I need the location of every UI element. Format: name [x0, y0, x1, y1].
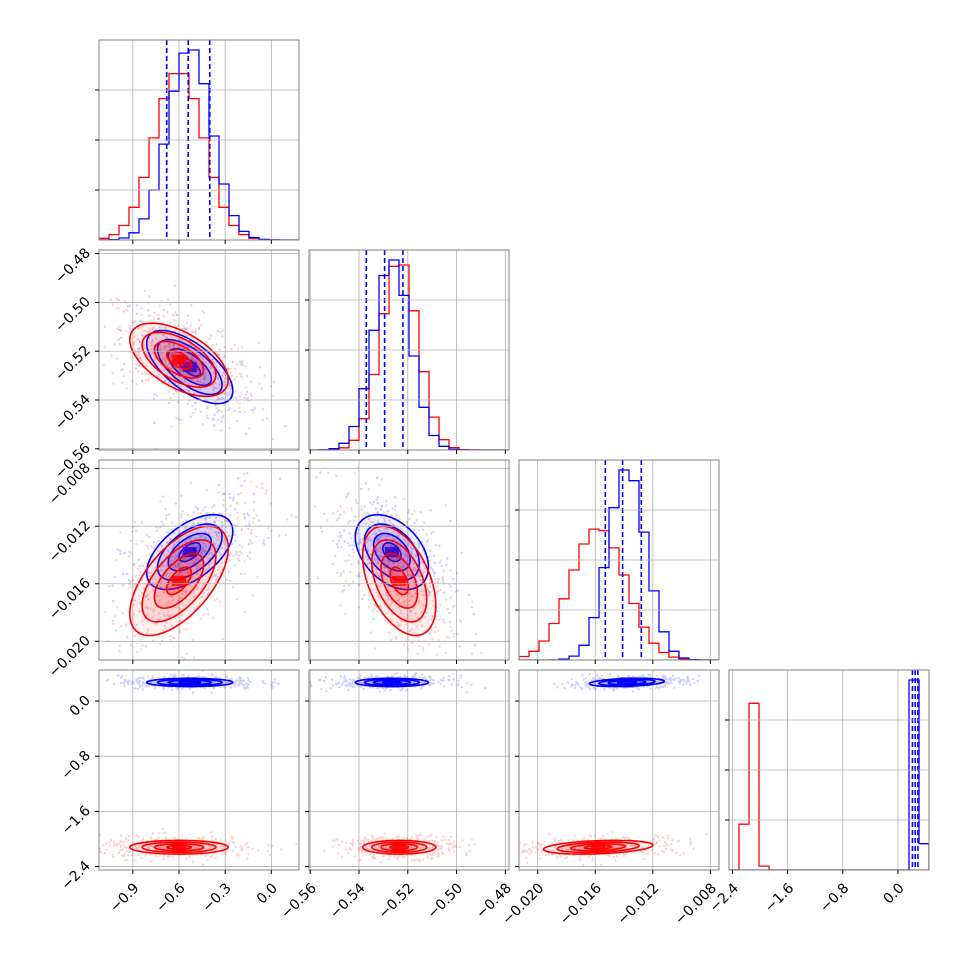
histogram-red	[99, 72, 299, 240]
contour-line-blue	[607, 679, 647, 686]
histogram-blue	[519, 469, 719, 660]
contour-line-blue	[354, 677, 430, 688]
contour-line-blue	[145, 329, 234, 405]
contour-line-red	[569, 843, 627, 852]
x-tick-label: −0.50	[425, 880, 467, 922]
contour-line-red	[128, 839, 230, 855]
density-peak-red	[172, 354, 186, 365]
y-tick-label: 0.0	[67, 693, 94, 720]
density-peak-red	[172, 575, 186, 586]
x-tick-label: −0.016	[557, 880, 605, 928]
density-peak-blue	[384, 547, 399, 558]
density-peak-red	[172, 842, 186, 853]
density-peak-blue	[384, 677, 399, 688]
panel-1-0	[95, 249, 300, 454]
panel-frame	[308, 669, 510, 871]
contour-line-red	[128, 525, 230, 637]
x-tick-label: −0.6	[153, 880, 188, 915]
y-tick-label: −0.8	[58, 748, 93, 783]
y-tick-label: −0.50	[52, 294, 94, 336]
y-tick-label: −0.54	[52, 391, 94, 433]
contour-line-blue	[588, 677, 666, 688]
contour-line-red	[141, 841, 217, 854]
panel-frame	[98, 669, 300, 871]
x-tick-label: −0.3	[199, 880, 234, 915]
y-tick-label: −1.6	[58, 803, 93, 838]
contour-line-blue	[167, 532, 213, 572]
y-tick-label: −2.4	[58, 858, 93, 893]
panel-2-1	[305, 459, 510, 664]
panel-0-0	[95, 39, 300, 244]
x-tick-label: 0.0	[881, 880, 908, 907]
x-tick-label: −0.012	[614, 880, 662, 928]
density-peak-red	[591, 842, 606, 853]
density-peak-red	[392, 842, 407, 853]
scatter-blue	[111, 471, 282, 648]
contour-line-red	[165, 566, 193, 596]
panel-1-1	[305, 249, 510, 454]
panel-frame	[98, 459, 300, 661]
x-tick-label: −0.9	[107, 880, 142, 915]
x-tick-label: −0.54	[327, 880, 369, 922]
x-tick-label: −1.6	[762, 880, 797, 915]
density-peak-blue	[182, 547, 197, 558]
contour-line-red	[380, 843, 419, 852]
x-tick-label: 0.0	[254, 880, 281, 907]
histogram-blue	[729, 679, 929, 870]
contour-line-red	[361, 525, 437, 637]
density-peak-blue	[619, 677, 634, 688]
y-tick-label: −0.48	[52, 245, 94, 287]
density-peak-red	[392, 575, 407, 586]
histogram-red	[309, 264, 509, 450]
contour-line-red	[389, 566, 410, 596]
y-tick-label: −0.020	[46, 633, 94, 681]
contour-line-red	[370, 539, 428, 623]
panel-2-0	[95, 459, 300, 664]
contour-line-red	[141, 539, 217, 623]
panel-3-1	[305, 669, 510, 874]
contour-line-blue	[145, 677, 234, 688]
contour-line-blue	[156, 678, 224, 687]
contour-line-red	[556, 841, 640, 854]
contour-line-red	[361, 839, 437, 855]
contour-line-red	[380, 552, 419, 610]
contour-line-blue	[372, 679, 412, 686]
contour-line-red	[141, 331, 217, 389]
density-peak-blue	[182, 677, 197, 688]
y-tick-label: −0.012	[46, 518, 94, 566]
y-tick-label: −0.52	[52, 343, 94, 385]
panel-frame	[98, 249, 300, 451]
panel-2-2	[515, 459, 720, 664]
histogram-red	[729, 702, 929, 870]
panel-frame	[308, 459, 510, 661]
contour-line-blue	[382, 541, 402, 563]
y-tick-label: −0.016	[46, 575, 94, 623]
contour-line-red	[153, 552, 205, 609]
histogram-blue	[99, 49, 299, 240]
contour-line-blue	[354, 513, 430, 591]
x-tick-label: −0.56	[278, 880, 320, 922]
contour-line-red	[370, 841, 428, 854]
x-tick-label: −0.52	[376, 880, 418, 922]
x-tick-label: −0.8	[817, 880, 852, 915]
contour-line-red	[153, 843, 205, 852]
contour-line-blue	[363, 678, 421, 687]
panel-3-2	[515, 669, 720, 874]
contour-line-red	[128, 322, 230, 398]
contour-line-red	[542, 839, 654, 855]
panel-3-0	[95, 669, 300, 874]
panel-3-3	[725, 669, 930, 874]
contour-line-blue	[167, 679, 213, 686]
contour-line-blue	[598, 678, 656, 687]
panel-frame	[518, 669, 720, 871]
histogram-red	[519, 528, 719, 660]
contour-line-blue	[145, 513, 234, 591]
contour-line-blue	[156, 338, 223, 396]
